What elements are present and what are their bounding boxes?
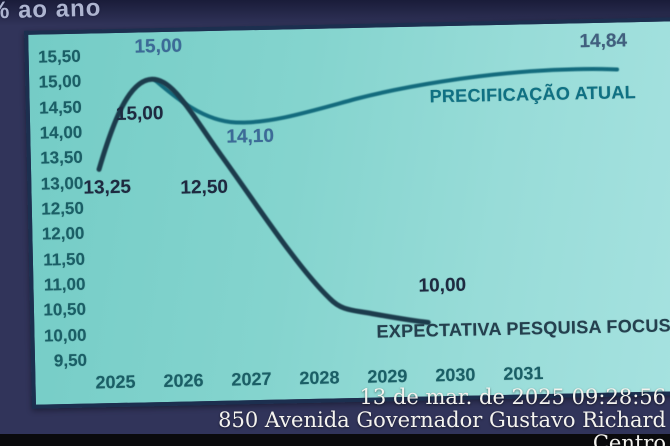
axis-unit-note: % ao ano [0,0,102,25]
overlay-address: 850 Avenida Governador Gustavo Richard [218,408,666,432]
y-axis-tick: 12,50 [41,198,85,219]
focus-start-label: 13,25 [83,176,132,199]
camera-gps-overlay: 13 de mar. de 2025 09:28:56 850 Avenida … [218,386,666,446]
y-axis-tick: 11,00 [43,274,86,295]
y-axis-tick: 12,00 [41,223,85,244]
y-axis-tick: 14,00 [39,122,83,143]
letterbox-strip [0,434,670,446]
precificacao-atual-series-label: PRECIFICAÇÃO ATUAL [429,82,637,107]
y-axis-tick: 9,50 [53,350,88,371]
y-axis-tick: 15,50 [37,46,81,67]
y-axis-tick: 11,50 [43,249,86,270]
y-axis-tick: 10,50 [43,299,87,320]
y-axis-tick: 15,00 [38,71,82,92]
focus-mid-label: 12,50 [180,176,229,199]
atual-peak-label: 15,00 [134,35,183,58]
y-axis-tick: 14,50 [38,97,82,118]
y-axis-tick: 13,50 [40,147,83,168]
precificacao-atual-line [153,66,620,125]
y-axis-tick: 10,00 [43,325,87,346]
focus-end-label: 10,00 [418,274,467,297]
atual-dip-label: 14,10 [226,125,275,148]
focus-peak-label: 15,00 [115,102,164,125]
x-axis-tick: 2025 [95,371,136,393]
line-chart [96,66,620,325]
expectativa-focus-line [96,76,431,325]
chart-panel: 15,50 15,00 14,50 14,00 13,50 13,00 12,5… [24,17,670,409]
x-axis-tick: 2031 [503,363,544,384]
x-axis-tick: 2026 [163,370,204,392]
x-axis-tick: 2030 [435,364,476,386]
overlay-district: Centro [592,431,666,446]
overlay-timestamp: 13 de mar. de 2025 09:28:56 [359,385,666,409]
atual-end-label: 14,84 [579,30,628,53]
y-axis-tick: 13,00 [40,173,84,194]
